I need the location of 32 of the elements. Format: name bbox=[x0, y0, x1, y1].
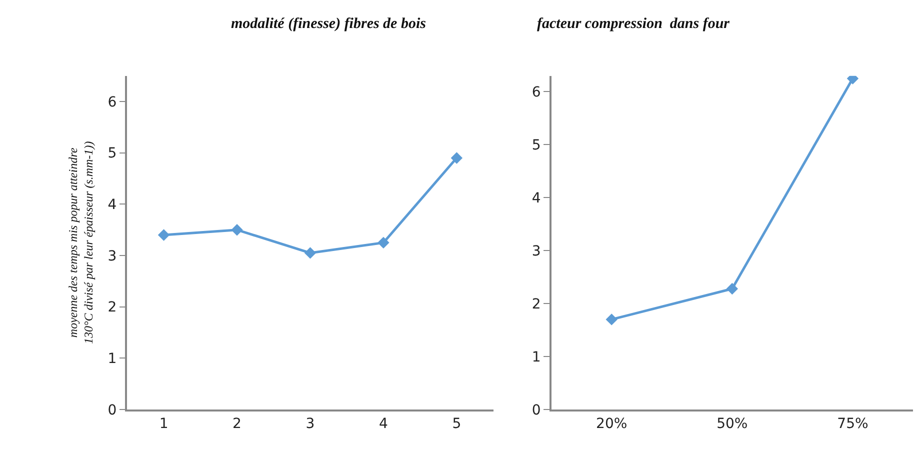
y-tick-label: 0 bbox=[108, 402, 117, 418]
y-tick-label: 2 bbox=[532, 296, 541, 312]
x-tick-label: 3 bbox=[306, 416, 315, 432]
point bbox=[158, 229, 170, 241]
y-tick-label: 5 bbox=[108, 146, 117, 162]
y-tick-label: 4 bbox=[532, 190, 541, 207]
y-tick-label: 5 bbox=[532, 138, 541, 154]
point bbox=[378, 236, 390, 249]
chart-title: facteur compression dans four bbox=[537, 16, 730, 32]
point bbox=[304, 247, 316, 259]
point bbox=[231, 224, 243, 236]
point bbox=[726, 282, 738, 295]
y-tick-label: 1 bbox=[532, 349, 541, 366]
y-tick-label: 0 bbox=[532, 402, 541, 418]
point bbox=[606, 314, 618, 326]
y-tick-label: 3 bbox=[108, 248, 117, 264]
y-tick-label: 2 bbox=[108, 300, 117, 316]
point bbox=[450, 152, 463, 164]
x-tick-label: 4 bbox=[378, 416, 388, 432]
y-tick-label: 3 bbox=[532, 244, 541, 260]
x-tick-label: 20% bbox=[596, 416, 628, 432]
y-tick-label: 6 bbox=[108, 94, 117, 110]
x-tick-label: 75% bbox=[837, 416, 868, 432]
y-tick-label: 6 bbox=[532, 84, 541, 101]
x-tick-label: 50% bbox=[716, 416, 748, 432]
y-tick-label: 1 bbox=[108, 351, 117, 368]
x-tick-label: 5 bbox=[452, 416, 462, 432]
y-tick-label: 4 bbox=[108, 197, 117, 214]
x-tick-label: 1 bbox=[159, 416, 168, 432]
chart-title: modalité (finesse) fibres de bois bbox=[231, 16, 426, 32]
x-tick-label: 2 bbox=[232, 416, 242, 432]
y-axis-title: moyenne des temps mis popur atteindre 130°C divisé par leur épaisseur (s.mm-1)) bbox=[66, 141, 96, 344]
